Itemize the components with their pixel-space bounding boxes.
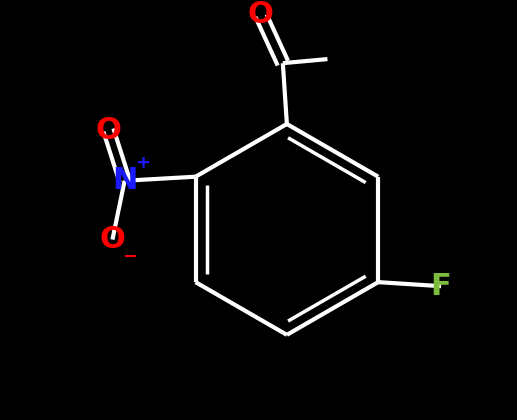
Text: F: F [431, 272, 451, 301]
Text: O: O [99, 225, 126, 254]
Text: N: N [112, 166, 138, 195]
Text: O: O [248, 0, 273, 29]
Text: +: + [135, 153, 150, 171]
Text: −: − [122, 247, 137, 265]
Text: O: O [96, 116, 121, 144]
